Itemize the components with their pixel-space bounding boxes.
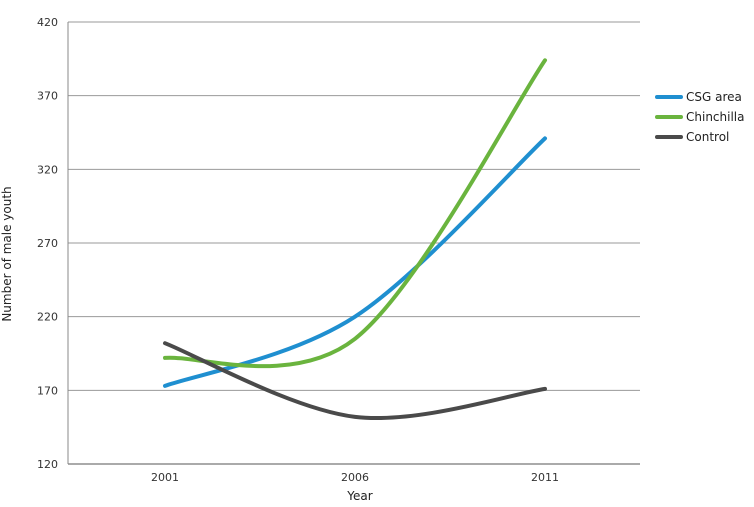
y-tick-label: 370 — [37, 90, 58, 103]
gridlines — [67, 21, 640, 465]
y-tick-label: 270 — [37, 237, 58, 250]
x-tick-label: 2001 — [151, 471, 179, 484]
y-tick-label: 420 — [37, 16, 58, 29]
series-line-chinchilla — [163, 58, 547, 369]
y-axis-title: Number of male youth — [0, 186, 14, 321]
y-tick-label: 220 — [37, 311, 58, 324]
legend-label-chinchilla: Chinchilla — [686, 110, 744, 124]
y-tick-label: 320 — [37, 163, 58, 176]
y-tick-label: 120 — [37, 458, 58, 471]
series-lines — [163, 58, 547, 420]
x-axis-ticks: 2001 2006 2011 — [151, 471, 559, 484]
y-axis-ticks: 120 170 220 270 320 370 420 — [37, 16, 58, 471]
series-line-control — [163, 341, 547, 420]
x-tick-label: 2006 — [341, 471, 369, 484]
series-line-csg-area — [163, 136, 547, 388]
legend: CSG area Chinchilla Control — [655, 90, 744, 144]
x-axis-title: Year — [346, 489, 372, 503]
legend-label-control: Control — [686, 130, 729, 144]
legend-label-csg-area: CSG area — [686, 90, 742, 104]
y-tick-label: 170 — [37, 384, 58, 397]
x-tick-label: 2011 — [531, 471, 559, 484]
